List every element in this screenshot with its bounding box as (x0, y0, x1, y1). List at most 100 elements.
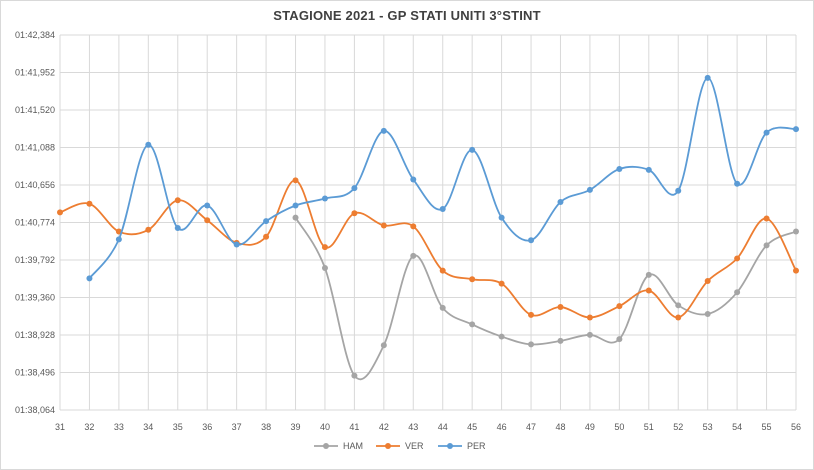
data-point-ham (351, 372, 358, 379)
data-point-ver (763, 215, 770, 222)
x-tick-label: 46 (497, 422, 507, 432)
data-point-ver (675, 314, 682, 321)
data-point-ham (557, 337, 564, 344)
y-tick-label: 01:40,656 (15, 180, 55, 190)
x-tick-label: 32 (84, 422, 94, 432)
series-ver (57, 177, 799, 321)
x-tick-label: 40 (320, 422, 330, 432)
data-point-ham (380, 342, 387, 349)
legend-marker (385, 443, 391, 449)
series-line-ham (294, 217, 797, 381)
y-tick-label: 01:41,088 (15, 143, 55, 153)
data-point-per (439, 205, 446, 212)
data-point-ver (86, 200, 93, 207)
data-point-ver (439, 267, 446, 274)
x-tick-label: 56 (791, 422, 801, 432)
data-point-per (586, 186, 593, 193)
data-point-ver (263, 233, 270, 240)
x-tick-label: 41 (349, 422, 359, 432)
data-point-per (204, 202, 211, 209)
x-tick-label: 55 (762, 422, 772, 432)
legend-label: VER (405, 441, 424, 451)
data-point-ham (763, 242, 770, 249)
series-line-ver (59, 179, 797, 319)
legend-marker (323, 443, 329, 449)
legend-item-per: PER (438, 441, 486, 451)
legend-item-ham: HAM (314, 441, 363, 451)
data-point-per (115, 236, 122, 243)
data-point-per (616, 166, 623, 173)
data-point-ham (704, 310, 711, 317)
data-point-per (528, 237, 535, 244)
data-point-ver (57, 209, 63, 216)
data-point-ver (793, 267, 799, 274)
data-point-per (645, 166, 652, 173)
data-point-ham (469, 321, 476, 328)
data-point-per (380, 127, 387, 134)
data-point-ham (675, 302, 682, 309)
x-tick-label: 39 (291, 422, 301, 432)
data-point-ver (586, 314, 593, 321)
y-tick-label: 01:41,520 (15, 105, 55, 115)
data-point-per (233, 241, 240, 248)
data-point-ham (292, 214, 299, 221)
x-tick-label: 37 (232, 422, 242, 432)
data-point-per (675, 187, 682, 194)
data-point-ver (174, 197, 181, 204)
y-axis-tick-labels: 01:38,064 01:38,496 01:38,928 01:39,360 01:3… (15, 30, 55, 415)
chart-title: STAGIONE 2021 - GP STATI UNITI 3°STINT (273, 8, 541, 23)
series-line-per (88, 76, 797, 279)
data-point-ver (204, 217, 211, 224)
data-point-per (704, 74, 711, 81)
x-axis-tick-labels: 31 32 33 34 35 36 37 38 39 40 41 42 43 44 45 46 47 48 49 50… (55, 422, 801, 432)
data-point-ver (734, 255, 741, 262)
data-point-ham (528, 341, 535, 348)
series-group (57, 74, 799, 381)
x-tick-label: 53 (703, 422, 713, 432)
data-point-ver (380, 222, 387, 229)
y-tick-label: 01:39,792 (15, 255, 55, 265)
y-tick-label: 01:38,928 (15, 330, 55, 340)
legend-label: PER (467, 441, 486, 451)
data-point-ver (498, 280, 505, 287)
grid-lines (59, 34, 797, 411)
data-point-per (351, 185, 358, 192)
y-tick-label: 01:42,384 (15, 30, 55, 40)
data-point-ver (704, 278, 711, 285)
legend-marker (447, 443, 453, 449)
data-point-ver (321, 244, 328, 251)
x-tick-label: 49 (585, 422, 595, 432)
x-tick-label: 47 (526, 422, 536, 432)
data-point-per (734, 180, 741, 187)
x-tick-label: 33 (114, 422, 124, 432)
x-tick-label: 44 (438, 422, 448, 432)
data-point-ver (410, 223, 417, 230)
data-point-ver (351, 210, 358, 217)
y-tick-label: 01:38,064 (15, 405, 55, 415)
data-point-per (557, 199, 564, 206)
y-tick-label: 01:38,496 (15, 368, 55, 378)
data-point-ver (616, 303, 623, 310)
data-point-ham (645, 271, 652, 278)
x-tick-label: 42 (379, 422, 389, 432)
x-tick-label: 38 (261, 422, 271, 432)
data-point-ham (616, 336, 623, 343)
legend-item-ver: VER (376, 441, 424, 451)
data-point-ver (557, 304, 564, 311)
data-point-ver (469, 276, 476, 283)
data-point-per (145, 141, 152, 148)
data-point-ham (498, 333, 505, 340)
series-per (86, 74, 799, 282)
data-point-ham (439, 304, 446, 311)
x-tick-label: 51 (644, 422, 654, 432)
x-tick-label: 54 (732, 422, 742, 432)
x-tick-label: 31 (55, 422, 65, 432)
legend-label: HAM (343, 441, 363, 451)
data-point-per (469, 146, 476, 153)
data-point-ver (145, 226, 152, 233)
x-tick-label: 36 (202, 422, 212, 432)
data-point-per (86, 275, 93, 282)
data-point-per (410, 176, 417, 183)
x-tick-label: 35 (173, 422, 183, 432)
